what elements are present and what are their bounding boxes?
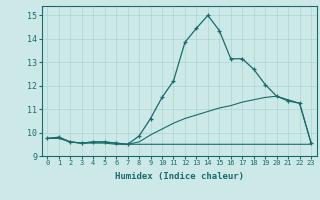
X-axis label: Humidex (Indice chaleur): Humidex (Indice chaleur) [115, 172, 244, 181]
